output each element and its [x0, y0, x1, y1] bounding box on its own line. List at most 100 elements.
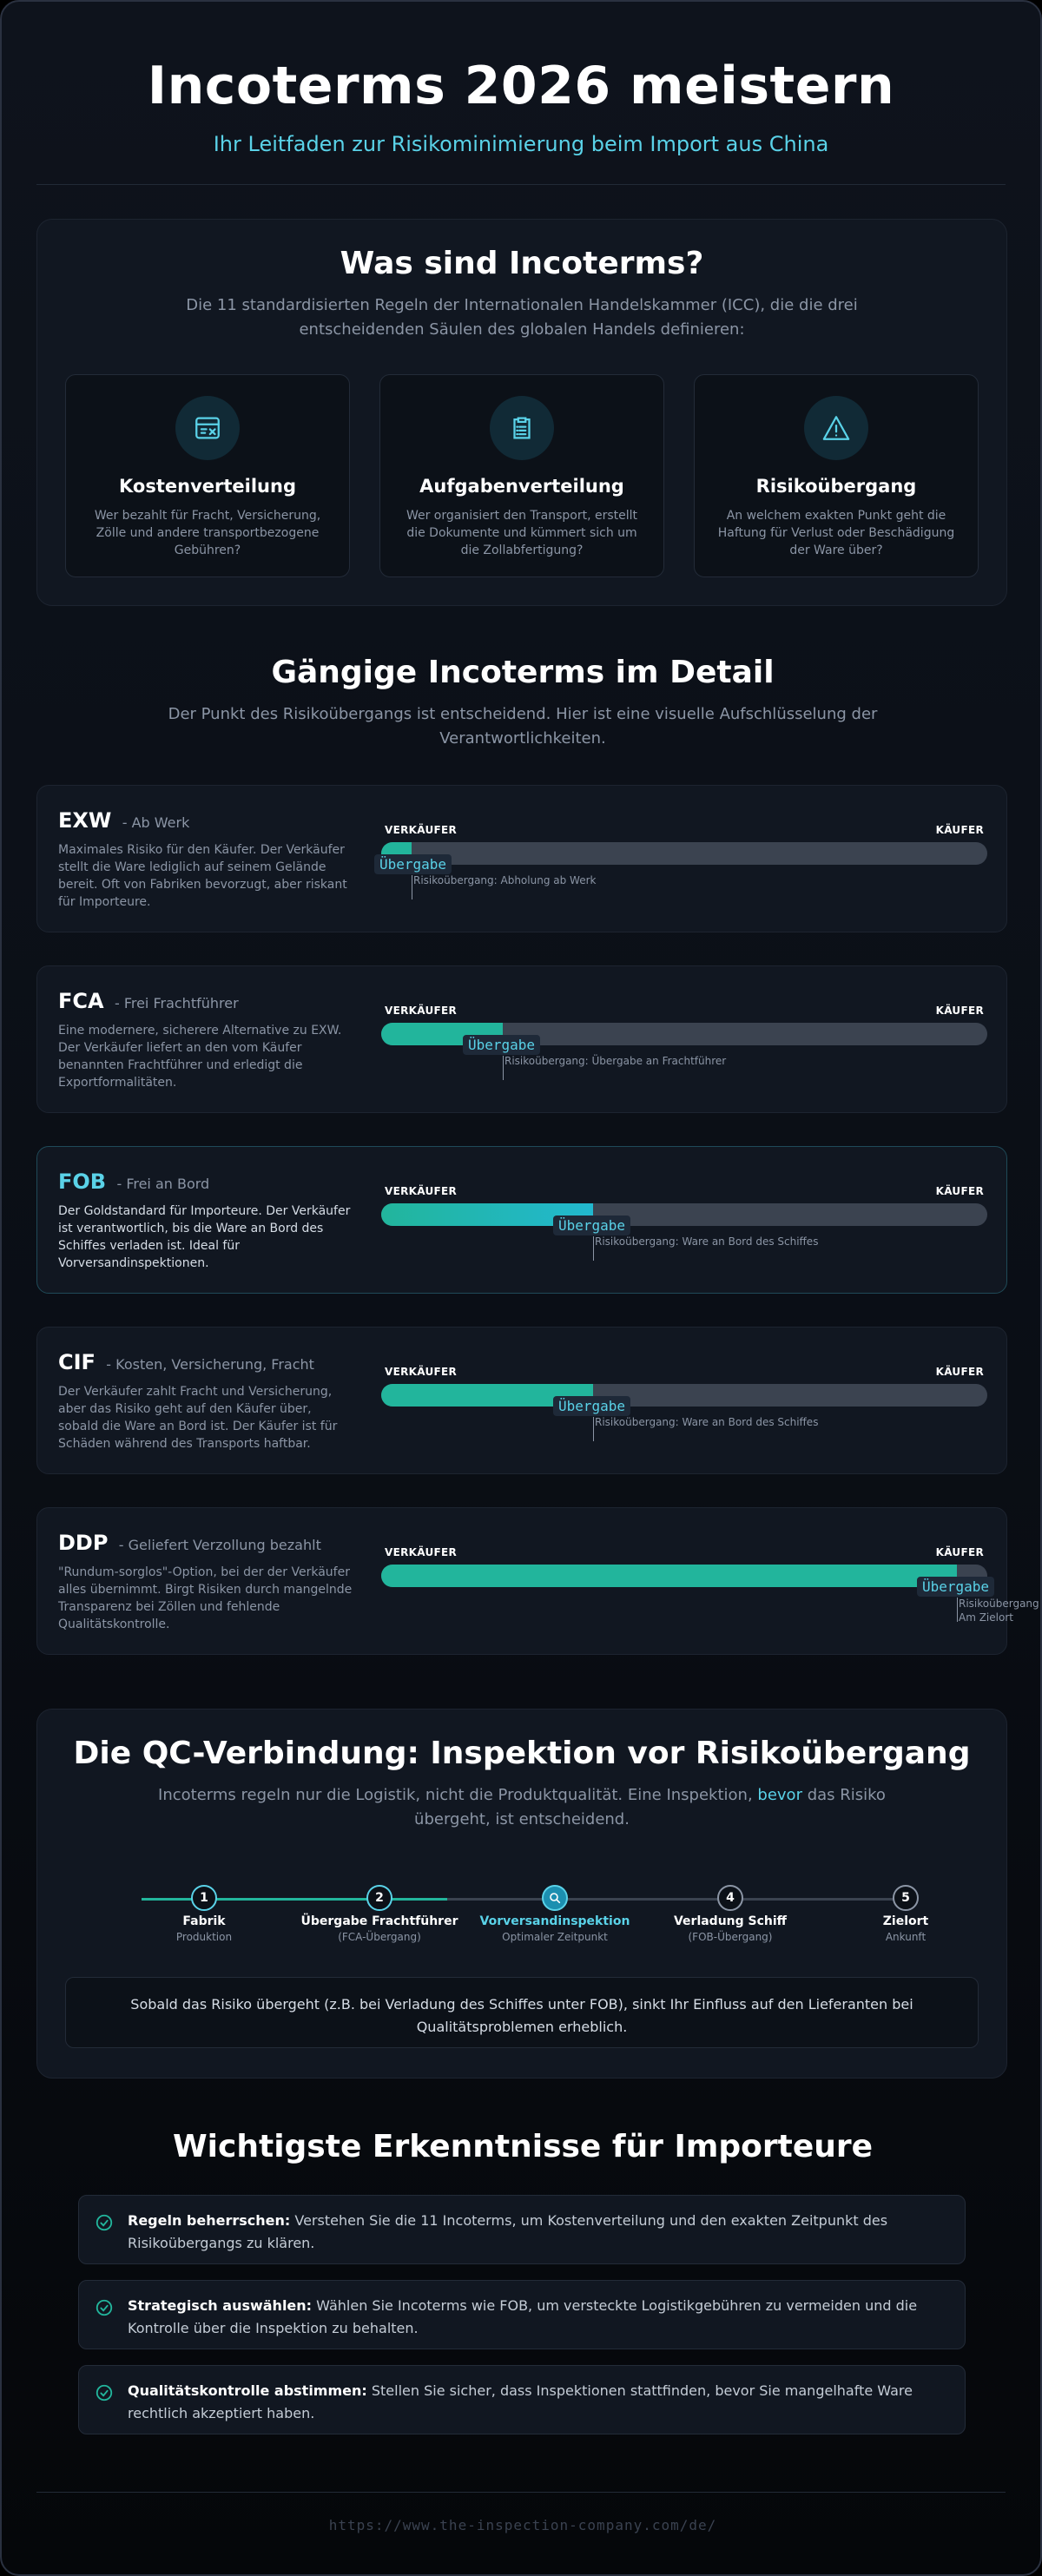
- takeaway-item: Strategisch auswählen: Wählen Sie Incote…: [78, 2280, 966, 2349]
- step-title: Verladung Schiff: [673, 1914, 788, 1928]
- qc-timeline: 1 Fabrik Produktion 2 Übergabe Frachtfüh…: [107, 1866, 940, 1944]
- qc-subtitle-part: Incoterms regeln nur die Logistik, nicht…: [158, 1786, 758, 1804]
- seller-label: VERKÄUFER: [385, 1546, 458, 1558]
- incoterm-name: - Geliefert Verzollung bezahlt: [118, 1537, 321, 1553]
- check-circle-icon: [95, 2383, 114, 2406]
- hero: Incoterms 2026 meistern Ihr Leitfaden zu…: [2, 2, 1040, 156]
- takeaway-text: Qualitätskontrolle abstimmen: Stellen Si…: [128, 2380, 939, 2425]
- handover-pin: [593, 1417, 594, 1441]
- takeaway-bold: Regeln beherrschen:: [128, 2212, 291, 2229]
- card-text: An welchem exakten Punkt geht die Haftun…: [717, 509, 955, 557]
- divider: [36, 184, 1006, 185]
- timeline-step: 5 Zielort Ankunft: [823, 1866, 988, 1943]
- incoterm-name: - Frei Frachtführer: [114, 995, 239, 1011]
- incoterm-row: FCA - Frei Frachtführer Eine modernere, …: [36, 965, 1007, 1113]
- handover-pin: [593, 1236, 594, 1261]
- qc-title: Die QC-Verbindung: Inspektion vor Risiko…: [73, 1736, 971, 1771]
- qc-subtitle-part: das Risiko übergeht, ist entscheidend.: [414, 1786, 886, 1828]
- incoterm-description: Der Verkäufer zahlt Fracht und Versicher…: [58, 1385, 338, 1451]
- handover-tag: Übergabe: [917, 1577, 995, 1597]
- buyer-label: KÄUFER: [935, 824, 984, 836]
- card-title: Kostenverteilung: [119, 476, 296, 497]
- takeaway-bold: Strategisch auswählen:: [128, 2297, 313, 2314]
- intro-subtitle: Die 11 standardisierten Regeln der Inter…: [186, 296, 858, 339]
- responsibility-bar: [381, 1565, 987, 1587]
- step-number: 1: [191, 1885, 217, 1911]
- step-subtitle: (FCA-Übergang): [338, 1931, 421, 1943]
- step-title: Vorversandinspektion: [479, 1914, 630, 1928]
- incoterm-row: FOB - Frei an Bord Der Goldstandard für …: [36, 1146, 1007, 1294]
- handover-note: Risikoübergang: Am Zielort: [959, 1598, 1042, 1624]
- timeline-track: [142, 1898, 906, 1901]
- card-risk: Risikoübergang An welchem exakten Punkt …: [694, 374, 979, 577]
- incoterm-name: - Ab Werk: [122, 814, 190, 831]
- buyer-label: KÄUFER: [935, 1185, 984, 1197]
- incoterm-code: FOB: [58, 1169, 107, 1194]
- check-circle-icon: [95, 2213, 114, 2236]
- seller-label: VERKÄUFER: [385, 824, 458, 836]
- handover-pin: [503, 1056, 504, 1080]
- details-title: Gängige Incoterms im Detail: [271, 655, 775, 690]
- incoterm-description: "Rundum-sorglos"-Option, bei der der Ver…: [58, 1565, 353, 1631]
- magnifier-icon: [542, 1885, 568, 1911]
- handover-tag: Übergabe: [463, 1035, 541, 1055]
- details-header: Gängige Incoterms im Detail Der Punkt de…: [2, 655, 1040, 751]
- step-title: Zielort: [882, 1914, 929, 1928]
- handover-tag: Übergabe: [553, 1396, 631, 1416]
- handover-pin: [957, 1598, 958, 1622]
- handover-note: Risikoübergang: Übergabe an Frachtführer: [505, 1055, 727, 1067]
- intro-cards: Kostenverteilung Wer bezahlt für Fracht,…: [65, 374, 979, 577]
- timeline-step: 4 Verladung Schiff (FOB-Übergang): [648, 1866, 813, 1943]
- buyer-label: KÄUFER: [935, 1005, 984, 1017]
- timeline-progress: [142, 1898, 447, 1901]
- invoice-icon: [175, 396, 240, 460]
- incoterm-code: DDP: [58, 1531, 109, 1555]
- qc-note: Sobald das Risiko übergeht (z.B. bei Ver…: [65, 1977, 979, 2048]
- card-tasks: Aufgabenverteilung Wer organisiert den T…: [379, 374, 664, 577]
- card-text: Wer bezahlt für Fracht, Versicherung, Zö…: [94, 509, 321, 557]
- handover-note: Risikoübergang: Ware an Bord des Schiffe…: [595, 1416, 819, 1428]
- clipboard-list-icon: [490, 396, 554, 460]
- incoterm-row: CIF - Kosten, Versicherung, Fracht Der V…: [36, 1327, 1007, 1474]
- divider: [36, 2492, 1006, 2493]
- timeline-step: 1 Fabrik Produktion: [122, 1866, 287, 1943]
- buyer-label: KÄUFER: [935, 1546, 984, 1558]
- page-subtitle: Ihr Leitfaden zur Risikominimierung beim…: [213, 132, 829, 156]
- check-circle-icon: [95, 2298, 114, 2321]
- step-number: 4: [717, 1885, 743, 1911]
- takeaway-item: Qualitätskontrolle abstimmen: Stellen Si…: [78, 2365, 966, 2434]
- incoterm-description: Der Goldstandard für Importeure. Der Ver…: [58, 1204, 351, 1270]
- card-title: Aufgabenverteilung: [419, 476, 624, 497]
- incoterm-code: CIF: [58, 1350, 96, 1374]
- step-title: Übergabe Frachtführer: [300, 1914, 458, 1928]
- takeaway-body: Verstehen Sie die 11 Incoterms, um Koste…: [128, 2212, 888, 2251]
- step-number: 5: [893, 1885, 919, 1911]
- handover-note: Risikoübergang: Ware an Bord des Schiffe…: [595, 1235, 819, 1248]
- incoterm-code: EXW: [58, 808, 112, 833]
- takeaway-body: Stellen Sie sicher, dass Inspektionen st…: [128, 2382, 913, 2421]
- seller-label: VERKÄUFER: [385, 1366, 458, 1378]
- step-subtitle: Produktion: [175, 1931, 233, 1943]
- buyer-label: KÄUFER: [935, 1366, 984, 1378]
- handover-note: Risikoübergang: Abholung ab Werk: [413, 874, 597, 886]
- incoterm-name: - Frei an Bord: [116, 1176, 210, 1192]
- card-text: Wer organisiert den Transport, erstellt …: [406, 509, 638, 557]
- takeaways-title: Wichtigste Erkenntnisse für Importeure: [172, 2129, 874, 2164]
- takeaway-text: Strategisch auswählen: Wählen Sie Incote…: [128, 2295, 939, 2340]
- card-cost: Kostenverteilung Wer bezahlt für Fracht,…: [65, 374, 350, 577]
- takeaway-bold: Qualitätskontrolle abstimmen:: [128, 2382, 367, 2399]
- responsibility-bar: [381, 1384, 987, 1407]
- takeaway-text: Regeln beherrschen: Verstehen Sie die 11…: [128, 2210, 939, 2255]
- card-title: Risikoübergang: [755, 476, 917, 497]
- intro-panel: Was sind Incoterms? Die 11 standardisier…: [36, 219, 1007, 606]
- responsibility-bar: [381, 842, 987, 865]
- footer-url[interactable]: https://www.the-inspection-company.com/d…: [328, 2517, 717, 2533]
- seller-label: VERKÄUFER: [385, 1005, 458, 1017]
- timeline-step: 2 Übergabe Frachtführer (FCA-Übergang): [297, 1866, 462, 1943]
- details-subtitle: Der Punkt des Risikoübergangs ist entsch…: [168, 705, 878, 748]
- step-title: Fabrik: [182, 1914, 226, 1928]
- incoterm-row: DDP - Geliefert Verzollung bezahlt "Rund…: [36, 1507, 1040, 1655]
- incoterm-description: Maximales Risiko für den Käufer. Der Ver…: [58, 843, 347, 909]
- incoterm-name: - Kosten, Versicherung, Fracht: [106, 1356, 314, 1373]
- handover-tag: Übergabe: [553, 1216, 631, 1235]
